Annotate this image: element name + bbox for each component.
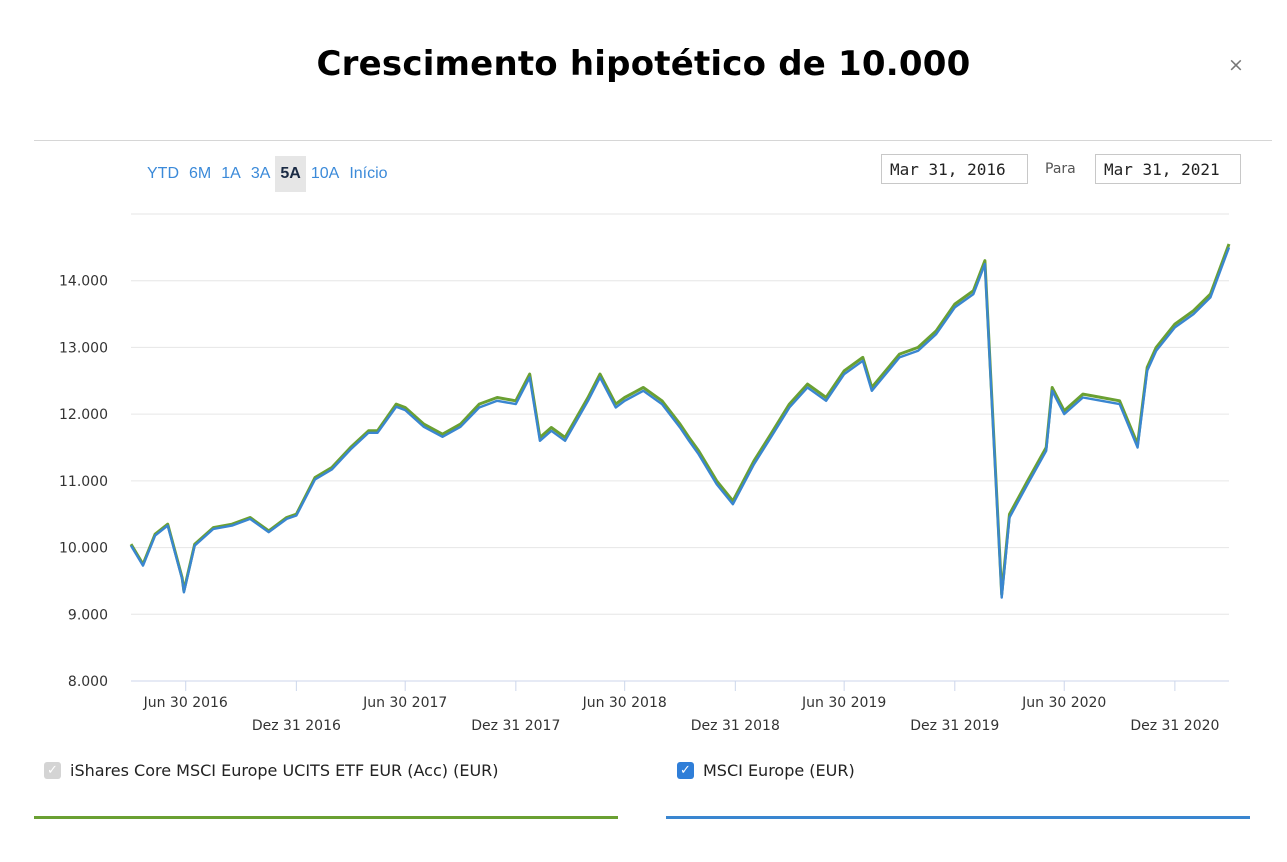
x-tick-label: Jun 30 2018 xyxy=(582,695,667,711)
checkbox-icon[interactable]: ✓ xyxy=(677,762,694,779)
range-button-1a[interactable]: 1A xyxy=(221,165,241,182)
y-tick-label: 12.000 xyxy=(59,407,108,423)
legend-item-ishares[interactable]: ✓ iShares Core MSCI Europe UCITS ETF EUR… xyxy=(44,760,604,781)
chart-title: Crescimento hipotético de 10.000 xyxy=(316,44,971,84)
date-to-label: Para xyxy=(1045,161,1076,177)
y-tick-label: 10.000 xyxy=(59,541,108,557)
legend-label: MSCI Europe (EUR) xyxy=(703,761,855,780)
x-tick-label: Dez 31 2019 xyxy=(910,718,999,734)
legend-label: iShares Core MSCI Europe UCITS ETF EUR (… xyxy=(70,761,499,780)
x-tick-label: Dez 31 2018 xyxy=(691,718,780,734)
x-tick-label: Dez 31 2020 xyxy=(1130,718,1219,734)
x-tick-label: Dez 31 2016 xyxy=(252,718,341,734)
header-divider xyxy=(34,140,1272,141)
range-selector: YTD 6M 1A 3A 5A 10A Início xyxy=(142,156,393,192)
legend-item-msci-europe[interactable]: ✓ MSCI Europe (EUR) xyxy=(677,760,855,781)
range-button-10a[interactable]: 10A xyxy=(310,165,340,182)
y-tick-label: 9.000 xyxy=(68,607,108,623)
y-tick-label: 11.000 xyxy=(59,474,108,490)
range-button-ytd[interactable]: YTD xyxy=(147,165,179,182)
checkbox-icon[interactable]: ✓ xyxy=(44,762,61,779)
x-tick-label: Jun 30 2016 xyxy=(143,695,228,711)
series-line-msci-europe xyxy=(129,246,1231,599)
y-tick-label: 14.000 xyxy=(59,274,108,290)
date-from-input[interactable]: Mar 31, 2016 xyxy=(881,154,1028,184)
x-tick-label: Jun 30 2020 xyxy=(1021,695,1106,711)
legend-underline-msci-europe xyxy=(666,816,1250,819)
y-tick-label: 8.000 xyxy=(68,674,108,690)
x-tick-label: Jun 30 2017 xyxy=(362,695,447,711)
range-button-5a[interactable]: 5A xyxy=(275,156,306,192)
range-button-6m[interactable]: 6M xyxy=(189,165,212,182)
range-button-3a[interactable]: 3A xyxy=(250,165,271,182)
range-button-inicio[interactable]: Início xyxy=(349,165,388,182)
x-tick-label: Dez 31 2017 xyxy=(471,718,560,734)
date-to-input[interactable]: Mar 31, 2021 xyxy=(1095,154,1241,184)
line-chart: 8.000 9.000 10.000 11.000 12.000 13.000 14.000… xyxy=(59,213,1231,734)
legend-underline-ishares xyxy=(34,816,618,819)
series-line-ishares xyxy=(129,243,1231,596)
y-tick-label: 13.000 xyxy=(59,340,108,356)
close-icon[interactable]: × xyxy=(1228,54,1244,76)
x-tick-label: Jun 30 2019 xyxy=(801,695,886,711)
